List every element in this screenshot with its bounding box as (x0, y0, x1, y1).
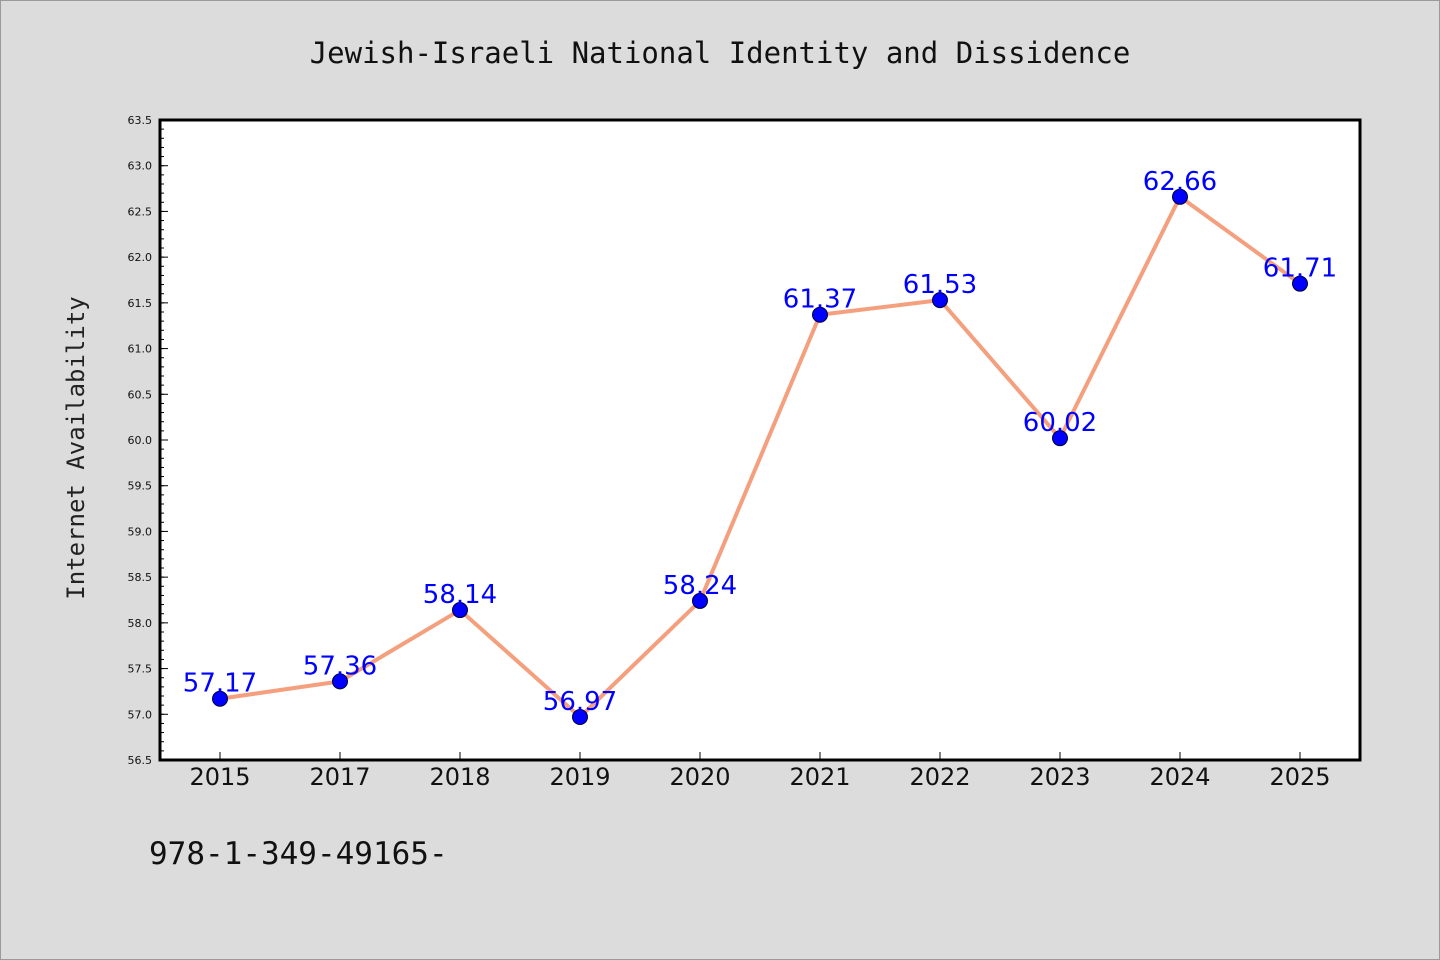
data-point-label: 56.97 (543, 687, 617, 717)
data-point-marker (1172, 188, 1188, 205)
x-tick-label: 2015 (189, 763, 250, 791)
plot-area (158, 118, 1362, 762)
y-tick-label: 60.5 (128, 388, 153, 401)
y-tick-label: 63.5 (128, 114, 153, 127)
y-tick-label: 62.0 (128, 251, 153, 264)
series-line (219, 194, 1302, 720)
data-point-marker (932, 292, 948, 309)
data-point-marker (692, 592, 708, 609)
data-point-label: 61.53 (903, 270, 977, 300)
data-point-label: 57.36 (303, 651, 377, 681)
data-point-marker (452, 602, 468, 619)
x-tick-label: 2025 (1269, 763, 1330, 791)
series-markers-group (212, 188, 1308, 726)
data-point-label: 62.66 (1143, 167, 1217, 197)
y-tick-label: 59.0 (128, 525, 153, 538)
x-axis-ticks: 2015 2017 2018 2019 2020 2021 2022 2023 2024 2025 (189, 752, 1331, 791)
data-point-marker (812, 306, 828, 323)
y-tick-label: 61.0 (128, 343, 153, 356)
data-point-label: 60.02 (1023, 408, 1097, 438)
data-point-label: 58.14 (423, 580, 497, 610)
data-point-marker (1292, 275, 1308, 292)
x-tick-label: 2018 (429, 763, 490, 791)
x-tick-label: 2022 (909, 763, 970, 791)
data-point-label: 58.24 (663, 571, 737, 601)
footer-isbn-text: 978-1-349-49165- (149, 836, 448, 872)
y-tick-label: 58.0 (128, 617, 153, 630)
data-point-marker (572, 709, 588, 726)
y-axis-label: Internet Availability (62, 296, 90, 599)
y-axis-ticks: 56.5 57.0 57.5 58.0 58.5 59.0 59.5 60.0 60.5 61.0… (128, 114, 168, 767)
series-line-group (219, 194, 1302, 720)
y-tick-label: 56.5 (128, 754, 153, 767)
y-tick-label: 58.5 (128, 571, 153, 584)
x-tick-label: 2021 (789, 763, 850, 791)
data-labels-group: 57.17 57.36 58.14 56.97 58.24 61.37 61.53 60.02… (183, 167, 1337, 717)
x-tick-label: 2020 (669, 763, 730, 791)
y-tick-label: 59.5 (128, 480, 153, 493)
data-point-marker (212, 690, 228, 707)
y-tick-label: 63.0 (128, 160, 153, 173)
data-point-label: 57.17 (183, 669, 257, 699)
y-tick-label: 57.5 (128, 663, 153, 676)
y-tick-label: 62.5 (128, 205, 153, 218)
x-tick-label: 2023 (1029, 763, 1090, 791)
y-tick-label: 60.0 (128, 434, 153, 447)
data-point-marker (332, 673, 348, 690)
x-tick-label: 2024 (1149, 763, 1210, 791)
data-point-label: 61.37 (783, 285, 857, 315)
y-tick-label: 61.5 (128, 297, 153, 310)
data-point-marker (1052, 430, 1068, 447)
x-tick-label: 2017 (309, 763, 370, 791)
y-tick-label: 57.0 (128, 708, 153, 721)
data-point-label: 61.71 (1263, 254, 1337, 284)
chart-title: Jewish-Israeli National Identity and Dis… (310, 36, 1131, 70)
x-tick-label: 2019 (549, 763, 610, 791)
